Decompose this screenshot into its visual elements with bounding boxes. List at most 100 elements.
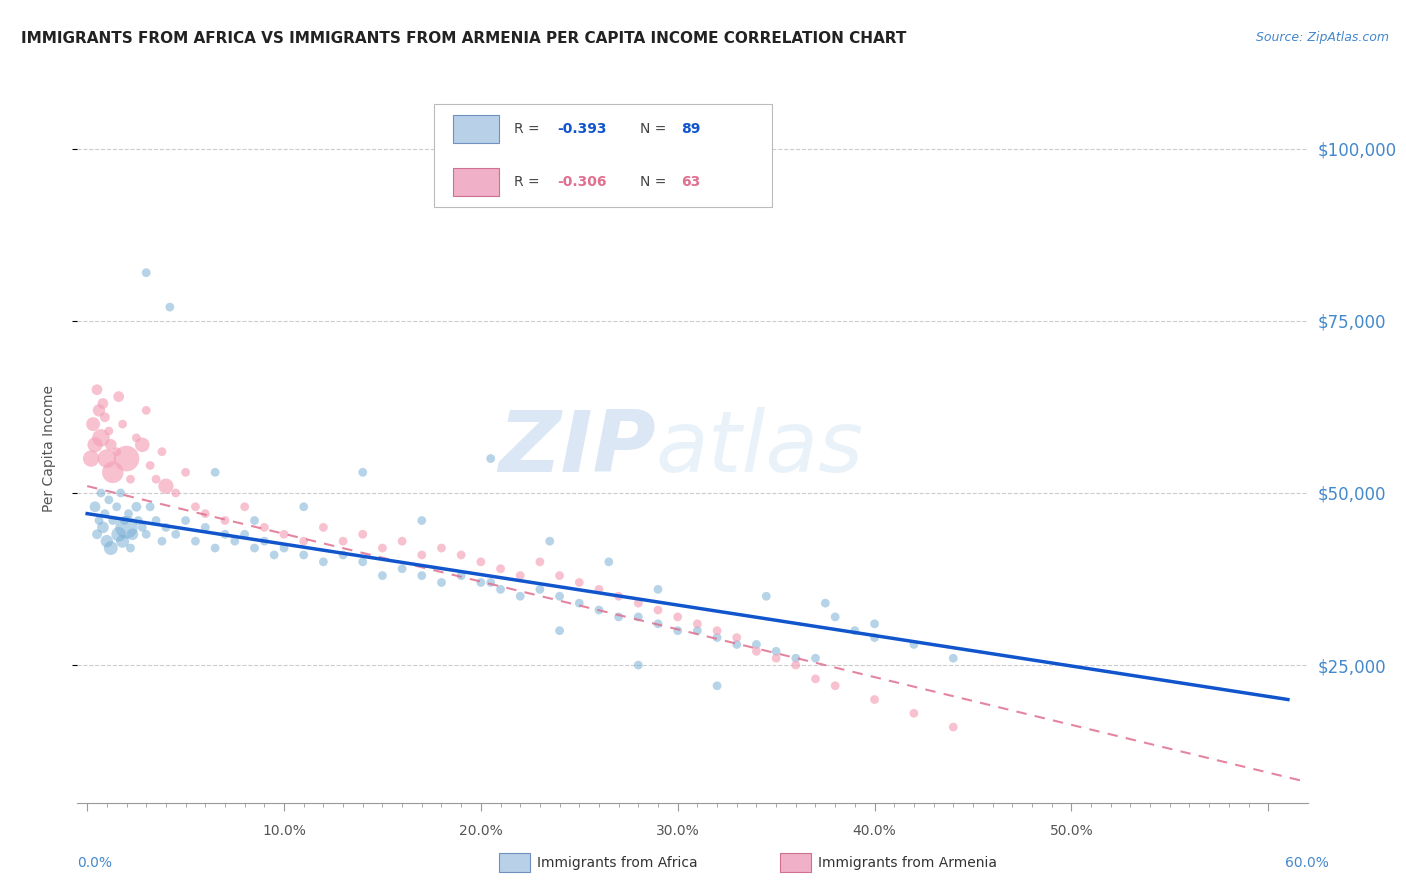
Point — [214, 527, 236, 541]
Point — [115, 520, 138, 534]
Text: 40.0%: 40.0% — [852, 824, 897, 838]
Point — [97, 424, 120, 438]
Point — [165, 486, 187, 500]
Point — [509, 568, 531, 582]
Text: 10.0%: 10.0% — [262, 824, 307, 838]
Point — [155, 479, 177, 493]
Point — [627, 596, 650, 610]
Point — [121, 527, 143, 541]
Point — [105, 444, 128, 458]
Text: 50.0%: 50.0% — [1049, 824, 1094, 838]
Point — [125, 500, 148, 514]
Point — [194, 520, 217, 534]
Point — [470, 575, 492, 590]
Point — [120, 472, 142, 486]
Point — [131, 520, 153, 534]
Point — [94, 410, 117, 425]
Text: N =: N = — [640, 176, 671, 189]
Point — [253, 520, 276, 534]
Point — [903, 706, 925, 721]
Point — [588, 582, 610, 597]
Bar — [453, 115, 499, 144]
Point — [371, 541, 394, 555]
Point — [607, 589, 630, 603]
Point — [863, 616, 886, 631]
Point — [233, 527, 256, 541]
Point — [292, 548, 315, 562]
Point — [529, 555, 551, 569]
Point — [804, 651, 827, 665]
Point — [90, 431, 112, 445]
Point — [489, 562, 512, 576]
Point — [568, 575, 591, 590]
Text: ZIP: ZIP — [498, 407, 655, 490]
Point — [159, 300, 181, 314]
Point — [411, 514, 433, 528]
Point — [332, 548, 354, 562]
Point — [804, 672, 827, 686]
Point — [352, 466, 374, 480]
Point — [411, 548, 433, 562]
Point — [548, 624, 571, 638]
Point — [84, 500, 107, 514]
Point — [686, 624, 709, 638]
Point — [765, 651, 787, 665]
Point — [135, 403, 157, 417]
Text: 63: 63 — [682, 176, 700, 189]
Point — [139, 458, 162, 473]
Point — [101, 466, 124, 480]
Point — [538, 534, 561, 549]
Point — [135, 527, 157, 541]
Point — [101, 514, 124, 528]
Point — [489, 582, 512, 597]
Point — [86, 527, 108, 541]
Text: atlas: atlas — [655, 407, 863, 490]
Point — [114, 514, 136, 528]
Point — [725, 637, 748, 651]
Point — [627, 658, 650, 673]
Point — [332, 534, 354, 549]
Point — [765, 644, 787, 658]
Point — [115, 451, 138, 466]
Point — [430, 541, 453, 555]
Point — [725, 631, 748, 645]
Point — [686, 616, 709, 631]
Point — [479, 451, 502, 466]
Point — [110, 486, 132, 500]
Text: Immigrants from Armenia: Immigrants from Armenia — [818, 855, 997, 870]
Point — [824, 679, 846, 693]
Point — [96, 534, 118, 549]
Point — [174, 514, 197, 528]
Point — [548, 568, 571, 582]
Point — [87, 514, 110, 528]
Point — [253, 534, 276, 549]
Point — [100, 438, 122, 452]
Point — [87, 403, 110, 417]
Point — [568, 596, 591, 610]
Point — [745, 637, 768, 651]
Point — [131, 438, 153, 452]
Point — [942, 720, 965, 734]
Point — [263, 548, 285, 562]
Point — [548, 589, 571, 603]
Point — [863, 631, 886, 645]
Point — [529, 582, 551, 597]
Point — [94, 507, 117, 521]
Point — [352, 527, 374, 541]
Point — [509, 589, 531, 603]
Point — [100, 541, 122, 555]
Point — [352, 555, 374, 569]
Point — [666, 610, 689, 624]
Point — [450, 548, 472, 562]
Point — [430, 575, 453, 590]
Point — [204, 466, 226, 480]
Point — [174, 466, 197, 480]
Point — [214, 514, 236, 528]
Point — [127, 514, 149, 528]
Point — [824, 610, 846, 624]
Point — [312, 555, 335, 569]
Text: 0.0%: 0.0% — [77, 855, 112, 870]
Point — [706, 679, 728, 693]
Point — [111, 417, 134, 431]
Point — [120, 541, 142, 555]
